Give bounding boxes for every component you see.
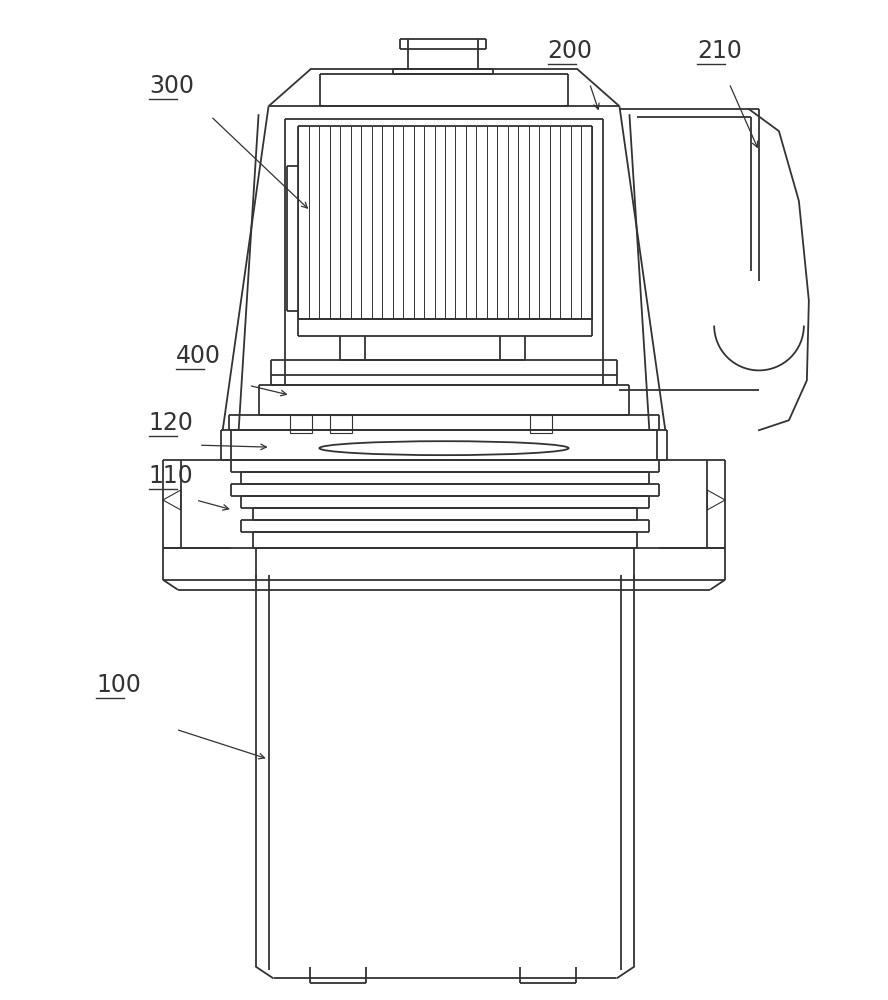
Text: 100: 100	[96, 673, 141, 697]
Text: 120: 120	[149, 411, 194, 435]
Bar	[530, 415, 551, 433]
Bar	[330, 415, 353, 433]
Bar	[290, 415, 313, 433]
Text: 200: 200	[548, 39, 592, 63]
Text: 210: 210	[697, 39, 742, 63]
Text: 400: 400	[176, 344, 221, 368]
Text: 300: 300	[149, 74, 194, 98]
Text: 110: 110	[149, 464, 194, 488]
